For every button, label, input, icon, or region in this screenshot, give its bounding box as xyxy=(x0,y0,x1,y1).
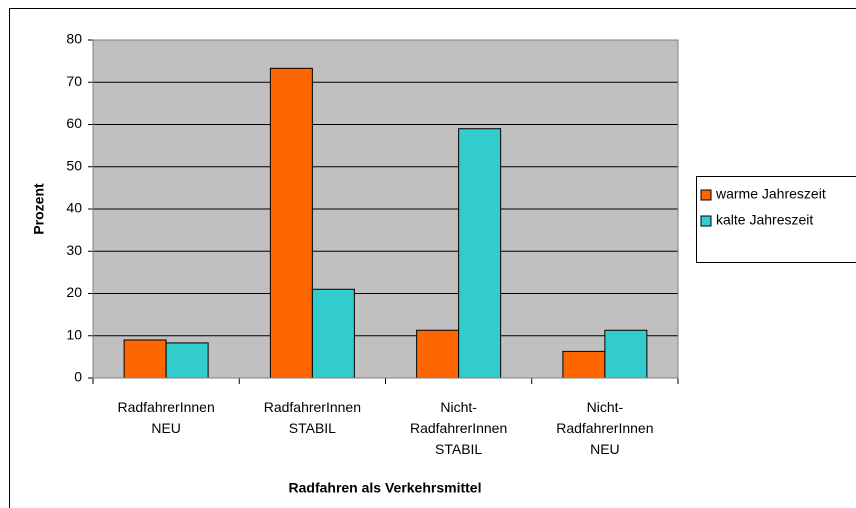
bar xyxy=(604,329,648,379)
x-tick-label-line: NEU xyxy=(151,420,181,436)
x-tick-label-line: RadfahrerInnen xyxy=(410,420,507,436)
y-tick-label: 40 xyxy=(66,200,82,216)
bar xyxy=(416,329,460,379)
y-tick-label: 20 xyxy=(66,284,82,300)
x-tick-label: Nicht- RadfahrerInnen STABIL xyxy=(410,399,507,457)
legend-swatch xyxy=(700,189,712,201)
x-tick-label-line: RadfahrerInnen xyxy=(556,420,653,436)
x-tick-label: RadfahrerInnen STABIL xyxy=(264,399,361,436)
x-tick-label-line: Nicht- xyxy=(587,399,624,415)
x-tick-label-line: NEU xyxy=(590,441,620,457)
legend-label: kalte Jahreszeit xyxy=(716,212,813,228)
y-tick-label: 30 xyxy=(66,242,82,258)
bar xyxy=(269,67,313,379)
bar xyxy=(123,339,167,379)
bar xyxy=(562,350,606,379)
x-axis-label: Radfahren als Verkehrsmittel xyxy=(289,480,482,496)
x-tick-label-line: STABIL xyxy=(289,420,336,436)
y-tick-label: 80 xyxy=(66,31,82,47)
legend-box xyxy=(696,176,856,263)
bar xyxy=(165,342,209,379)
x-tick-label-line: RadfahrerInnen xyxy=(117,399,214,415)
bar xyxy=(458,128,502,379)
x-tick-label-line: Nicht- xyxy=(440,399,477,415)
x-tick-label-line: STABIL xyxy=(435,441,482,457)
y-tick-label: 0 xyxy=(74,369,82,385)
y-axis-label: Prozent xyxy=(31,183,47,235)
legend-label: warme Jahreszeit xyxy=(715,186,826,202)
y-tick-label: 70 xyxy=(66,73,82,89)
y-tick-label: 10 xyxy=(66,326,82,342)
x-tick-label: RadfahrerInnen NEU xyxy=(117,399,214,436)
plot-border xyxy=(92,39,679,379)
legend-swatch xyxy=(700,215,712,227)
y-tick-label: 50 xyxy=(66,157,82,173)
y-tick-label: 60 xyxy=(66,115,82,131)
x-tick-label-line: RadfahrerInnen xyxy=(264,399,361,415)
x-tick-label: Nicht- RadfahrerInnen NEU xyxy=(556,399,653,457)
bar xyxy=(311,288,355,379)
